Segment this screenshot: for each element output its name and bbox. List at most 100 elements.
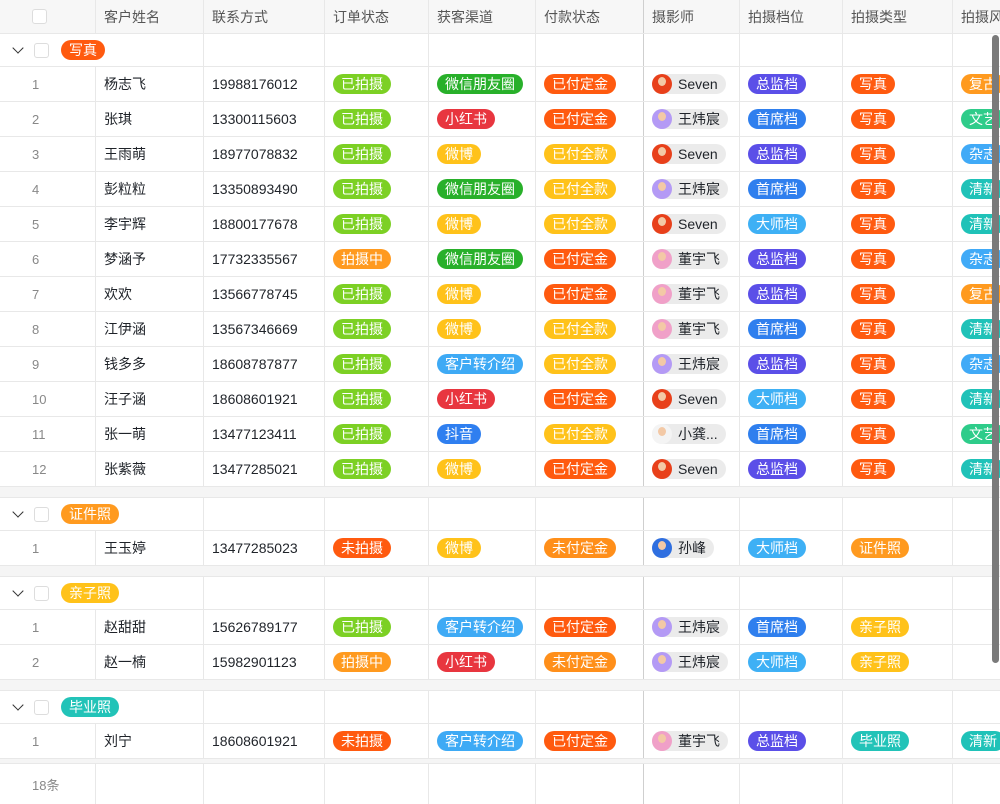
group-checkbox[interactable]	[34, 42, 49, 58]
avatar	[652, 284, 672, 304]
shoot-type-tag: 写真	[851, 424, 895, 444]
customer-name: 杨志飞	[96, 67, 204, 101]
column-header-tier[interactable]: 拍摄档位	[740, 0, 843, 33]
table-row[interactable]: 6 梦涵予 17732335567 拍摄中 微信朋友圈 已付定金 董宇飞 总监档 写真 杂志	[0, 242, 1000, 277]
column-header-style[interactable]: 拍摄风	[961, 8, 1000, 25]
table-row[interactable]: 1 赵甜甜 15626789177 已拍摄 客户转介绍 已付定金 王炜宸 首席档 亲子照	[0, 610, 1000, 645]
photographer-chip: Seven	[652, 389, 726, 409]
table-row[interactable]: 1 杨志飞 19988176012 已拍摄 微信朋友圈 已付定金 Seven 总监档 写真 复古	[0, 67, 1000, 102]
table-row[interactable]: 2 张琪 13300115603 已拍摄 小红书 已付定金 王炜宸 首席档 写真 文艺	[0, 102, 1000, 137]
payment-status-tag: 已付定金	[544, 617, 616, 637]
photographer-name: 董宇飞	[678, 321, 720, 337]
avatar	[652, 249, 672, 269]
style-tag: 杂志	[961, 249, 1000, 269]
column-header-channel[interactable]: 获客渠道	[429, 0, 536, 33]
payment-status-tag: 已付定金	[544, 459, 616, 479]
photographer-chip: 王炜宸	[652, 179, 728, 199]
column-header-shoot-type[interactable]: 拍摄类型	[843, 0, 953, 33]
photographer-name: Seven	[678, 461, 718, 477]
phone: 18608601921	[204, 382, 325, 416]
phone: 18608787877	[204, 347, 325, 381]
phone: 18800177678	[204, 207, 325, 241]
table-row[interactable]: 7 欢欢 13566778745 已拍摄 微博 已付定金 董宇飞 总监档 写真 复古	[0, 277, 1000, 312]
channel-tag: 小红书	[437, 109, 495, 129]
row-index: 9	[0, 347, 96, 381]
photographer-name: 小龚...	[678, 426, 718, 442]
column-header-photographer[interactable]: 摄影师	[644, 0, 740, 33]
avatar	[652, 214, 672, 234]
photographer-name: 董宇飞	[678, 286, 720, 302]
table-row[interactable]: 4 彭粒粒 13350893490 已拍摄 微信朋友圈 已付全款 王炜宸 首席档 写真 清新	[0, 172, 1000, 207]
group-spacer	[0, 566, 1000, 577]
chevron-down-icon[interactable]	[12, 42, 24, 54]
customer-name: 赵甜甜	[96, 610, 204, 644]
style-tag: 杂志	[961, 144, 1000, 164]
style-tag: 清新	[961, 459, 1000, 479]
order-status-tag: 已拍摄	[333, 74, 391, 94]
table-row[interactable]: 1 王玉婷 13477285023 未拍摄 微博 未付定金 孙峰 大师档 证件照	[0, 531, 1000, 566]
customer-name: 张一萌	[96, 417, 204, 451]
photographer-name: 王炜宸	[678, 619, 720, 635]
shoot-type-tag: 写真	[851, 249, 895, 269]
photographer-name: Seven	[678, 216, 718, 232]
group-tag: 写真	[61, 40, 105, 60]
table-row[interactable]: 8 江伊涵 13567346669 已拍摄 微博 已付全款 董宇飞 首席档 写真 清新	[0, 312, 1000, 347]
shoot-type-tag: 写真	[851, 284, 895, 304]
photographer-chip: 王炜宸	[652, 652, 728, 672]
tier-tag: 首席档	[748, 617, 806, 637]
table-row[interactable]: 2 赵一楠 15982901123 拍摄中 小红书 未付定金 王炜宸 大师档 亲子照	[0, 645, 1000, 680]
tier-tag: 大师档	[748, 538, 806, 558]
group-checkbox[interactable]	[34, 506, 49, 522]
group-checkbox[interactable]	[34, 699, 49, 715]
column-header-name[interactable]: 客户姓名	[96, 0, 204, 33]
row-index: 6	[0, 242, 96, 276]
header-row: 客户姓名 联系方式 订单状态 获客渠道 付款状态 摄影师 拍摄档位 拍摄类型 拍摄风	[0, 0, 1000, 34]
photographer-chip: 董宇飞	[652, 284, 728, 304]
table-row[interactable]: 9 钱多多 18608787877 已拍摄 客户转介绍 已付全款 王炜宸 总监档 写真 杂志	[0, 347, 1000, 382]
photographer-name: 王炜宸	[678, 356, 720, 372]
select-all-checkbox[interactable]	[32, 9, 47, 24]
table-row[interactable]: 1 刘宁 18608601921 未拍摄 客户转介绍 已付定金 董宇飞 总监档 毕业照 清新	[0, 724, 1000, 759]
photographer-chip: 董宇飞	[652, 731, 728, 751]
vertical-scrollbar[interactable]	[992, 35, 999, 663]
row-index: 2	[0, 102, 96, 136]
row-index: 8	[0, 312, 96, 346]
tier-tag: 首席档	[748, 424, 806, 444]
avatar	[652, 354, 672, 374]
chevron-down-icon[interactable]	[12, 699, 24, 711]
tier-tag: 总监档	[748, 249, 806, 269]
phone: 15626789177	[204, 610, 325, 644]
row-index: 1	[0, 531, 96, 565]
header-select-all[interactable]	[0, 0, 96, 33]
row-index: 7	[0, 277, 96, 311]
avatar	[652, 109, 672, 129]
photographer-name: Seven	[678, 76, 718, 92]
row-index: 3	[0, 137, 96, 171]
customer-name: 李宇辉	[96, 207, 204, 241]
table-row[interactable]: 10 汪子涵 18608601921 已拍摄 小红书 已付定金 Seven 大师档 写真 清新	[0, 382, 1000, 417]
column-header-order-status[interactable]: 订单状态	[325, 0, 429, 33]
photographer-name: 董宇飞	[678, 251, 720, 267]
photographer-chip: Seven	[652, 144, 726, 164]
photographer-chip: 王炜宸	[652, 617, 728, 637]
group-header: 亲子照	[0, 577, 1000, 610]
table-row[interactable]: 3 王雨萌 18977078832 已拍摄 微博 已付全款 Seven 总监档 写真 杂志	[0, 137, 1000, 172]
channel-tag: 微博	[437, 538, 481, 558]
table-row[interactable]: 11 张一萌 13477123411 已拍摄 抖音 已付全款 小龚... 首席档 写真 文艺	[0, 417, 1000, 452]
table-row[interactable]: 5 李宇辉 18800177678 已拍摄 微博 已付全款 Seven 大师档 写真 清新	[0, 207, 1000, 242]
order-status-tag: 拍摄中	[333, 249, 391, 269]
customer-name: 欢欢	[96, 277, 204, 311]
table-row[interactable]: 12 张紫薇 13477285021 已拍摄 微博 已付定金 Seven 总监档 写真 清新	[0, 452, 1000, 487]
column-header-payment-status[interactable]: 付款状态	[536, 0, 644, 33]
customer-name: 王雨萌	[96, 137, 204, 171]
tier-tag: 大师档	[748, 214, 806, 234]
order-status-tag: 已拍摄	[333, 354, 391, 374]
shoot-type-tag: 证件照	[851, 538, 909, 558]
chevron-down-icon[interactable]	[12, 585, 24, 597]
column-header-phone[interactable]: 联系方式	[204, 0, 325, 33]
chevron-down-icon[interactable]	[12, 506, 24, 518]
channel-tag: 小红书	[437, 389, 495, 409]
group-checkbox[interactable]	[34, 585, 49, 601]
channel-tag: 小红书	[437, 652, 495, 672]
